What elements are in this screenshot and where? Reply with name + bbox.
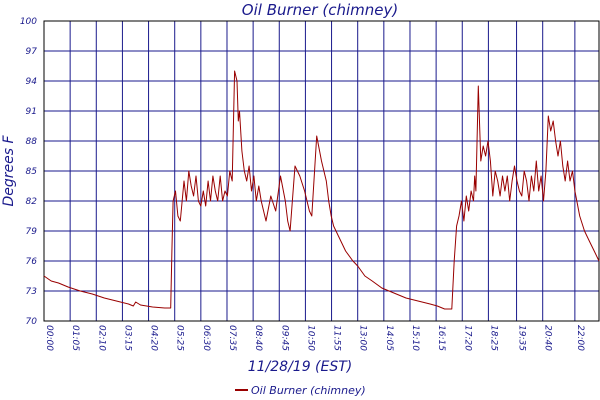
x-tick-label: 14:05 — [384, 325, 394, 351]
x-tick-label: 06:30 — [201, 325, 211, 351]
x-tick-label: 15:10 — [410, 325, 420, 351]
x-axis-label: 11/28/19 (EST) — [248, 359, 353, 375]
y-tick-label: 85 — [26, 167, 38, 177]
legend-label: Oil Burner (chimney) — [251, 384, 366, 397]
series-group — [43, 70, 600, 310]
x-tick-label: 11:55 — [332, 325, 342, 351]
x-tick-label: 02:10 — [96, 325, 106, 351]
y-axis-ticks: 70 73 76 79 82 85 88 91 94 97 100 — [20, 17, 37, 327]
chart-title: Oil Burner (chimney) — [242, 1, 398, 19]
x-tick-label: 09:45 — [279, 325, 289, 351]
x-tick-label: 07:35 — [227, 325, 237, 351]
x-tick-label: 04:20 — [149, 325, 159, 351]
x-tick-label: 03:15 — [122, 325, 132, 351]
x-tick-label: 08:40 — [253, 325, 263, 351]
y-tick-label: 79 — [26, 227, 38, 237]
x-tick-label: 22:00 — [575, 325, 585, 351]
y-tick-label: 100 — [20, 17, 37, 27]
x-tick-label: 00:00 — [44, 325, 54, 351]
legend: Oil Burner (chimney) — [235, 384, 366, 397]
x-tick-label: 17:20 — [462, 325, 472, 351]
y-tick-label: 91 — [26, 107, 37, 117]
x-tick-label: 19:35 — [517, 325, 527, 351]
x-tick-label: 01:05 — [70, 325, 80, 351]
x-tick-label: 20:40 — [543, 325, 553, 351]
x-axis-ticks: 00:00 01:05 02:10 03:15 04:20 05:25 06:30 07:35… — [44, 325, 600, 351]
y-tick-label: 88 — [26, 137, 38, 147]
x-tick-label: 13:00 — [358, 325, 368, 351]
y-tick-label: 70 — [26, 317, 38, 327]
y-tick-label: 76 — [26, 257, 38, 267]
series-line-0 — [43, 70, 600, 310]
x-tick-label: 16:15 — [436, 325, 446, 351]
y-tick-label: 73 — [26, 287, 38, 297]
y-axis-label: Degrees F — [1, 135, 17, 207]
x-tick-label: 05:25 — [175, 325, 185, 351]
y-tick-label: 97 — [26, 47, 38, 57]
x-tick-label: 18:25 — [488, 325, 498, 351]
plot-area-border — [43, 20, 600, 322]
x-tick-label: 10:50 — [305, 325, 315, 351]
y-tick-label: 82 — [26, 197, 38, 207]
y-tick-label: 94 — [26, 77, 38, 87]
